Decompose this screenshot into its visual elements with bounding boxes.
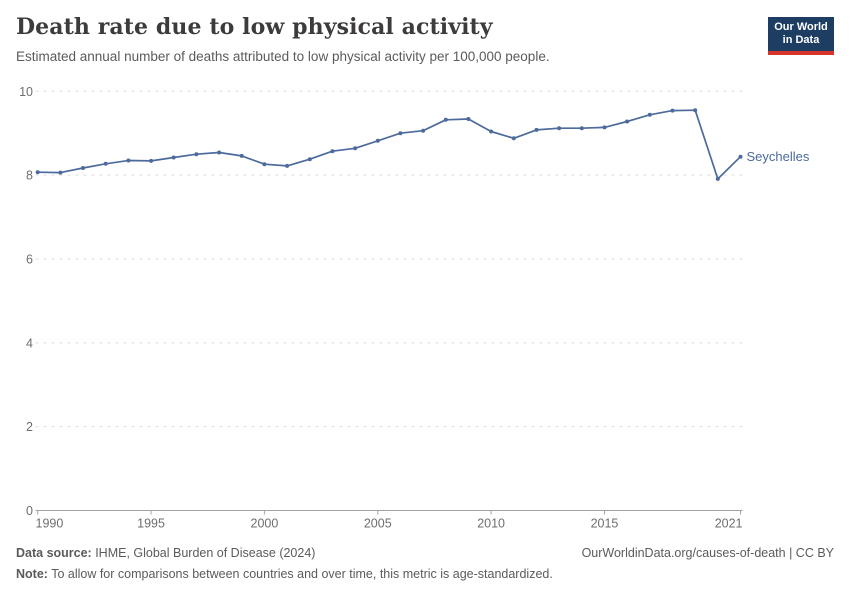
data-point-2013[interactable] <box>557 126 562 131</box>
data-point-2017[interactable] <box>647 112 652 117</box>
data-point-2006[interactable] <box>398 131 403 136</box>
data-point-2012[interactable] <box>534 127 539 132</box>
note-text: To allow for comparisons between countri… <box>47 567 553 581</box>
chart-subtitle: Estimated annual number of deaths attrib… <box>16 49 550 64</box>
chart-note: Note: To allow for comparisons between c… <box>16 567 834 581</box>
data-point-1990[interactable] <box>35 170 40 175</box>
owid-logo[interactable]: Our World in Data <box>768 17 834 55</box>
data-point-1994[interactable] <box>126 158 131 163</box>
data-point-1999[interactable] <box>239 153 244 158</box>
y-tick-label-4: 4 <box>26 336 33 350</box>
data-source-label: Data source: <box>16 546 92 560</box>
data-point-2008[interactable] <box>443 117 448 122</box>
data-point-2010[interactable] <box>489 129 494 134</box>
x-tick-label-2015: 2015 <box>591 517 619 531</box>
data-point-2001[interactable] <box>285 163 290 168</box>
x-tick-label-2021: 2021 <box>715 517 743 531</box>
data-point-1995[interactable] <box>149 158 154 163</box>
data-point-2019[interactable] <box>693 108 698 113</box>
data-point-1992[interactable] <box>81 166 85 170</box>
data-point-1996[interactable] <box>171 155 176 160</box>
citation-link[interactable]: OurWorldinData.org/causes-of-death | CC … <box>581 546 834 560</box>
series-path[interactable] <box>36 109 742 180</box>
data-point-2003[interactable] <box>330 149 335 154</box>
data-point-1998[interactable] <box>217 150 222 155</box>
data-point-2009[interactable] <box>466 117 471 121</box>
series-line-seychelles[interactable] <box>35 108 743 181</box>
data-point-2002[interactable] <box>307 157 312 162</box>
x-tick-label-1995: 1995 <box>137 517 165 531</box>
data-point-1997[interactable] <box>194 152 199 157</box>
y-tick-label-6: 6 <box>26 252 33 266</box>
data-point-2018[interactable] <box>670 108 675 113</box>
x-tick-label-1990: 1990 <box>36 517 64 531</box>
y-tick-label-2: 2 <box>26 420 33 434</box>
note-label: Note: <box>16 567 48 581</box>
data-point-2007[interactable] <box>421 128 426 133</box>
owid-logo-line1: Our World <box>774 21 828 33</box>
data-point-1993[interactable] <box>103 161 108 166</box>
data-point-2016[interactable] <box>625 119 630 124</box>
chart-header: Death rate due to low physical activity … <box>16 14 834 64</box>
y-tick-label-10: 10 <box>19 85 33 99</box>
data-source-text: IHME, Global Burden of Disease (2024) <box>91 546 316 560</box>
data-point-2014[interactable] <box>579 126 584 131</box>
data-point-2021[interactable] <box>738 154 743 159</box>
data-point-2011[interactable] <box>511 136 516 141</box>
y-tick-label-0: 0 <box>26 504 33 518</box>
series-end-label[interactable]: Seychelles <box>747 149 810 164</box>
data-point-2000[interactable] <box>262 162 267 167</box>
data-point-2020[interactable] <box>715 176 720 181</box>
x-tick-label-2005: 2005 <box>364 517 392 531</box>
chart-footer: Data source: IHME, Global Burden of Dise… <box>16 546 834 581</box>
data-point-2015[interactable] <box>602 125 607 130</box>
data-point-2005[interactable] <box>375 138 380 143</box>
y-tick-label-8: 8 <box>26 169 33 183</box>
owid-logo-line2: in Data <box>782 34 820 46</box>
data-source: Data source: IHME, Global Burden of Dise… <box>16 546 315 560</box>
x-tick-label-2000: 2000 <box>251 517 279 531</box>
data-point-1991[interactable] <box>58 170 63 175</box>
page-title: Death rate due to low physical activity <box>16 14 493 40</box>
data-point-2004[interactable] <box>353 146 358 151</box>
x-tick-label-2010: 2010 <box>477 517 505 531</box>
